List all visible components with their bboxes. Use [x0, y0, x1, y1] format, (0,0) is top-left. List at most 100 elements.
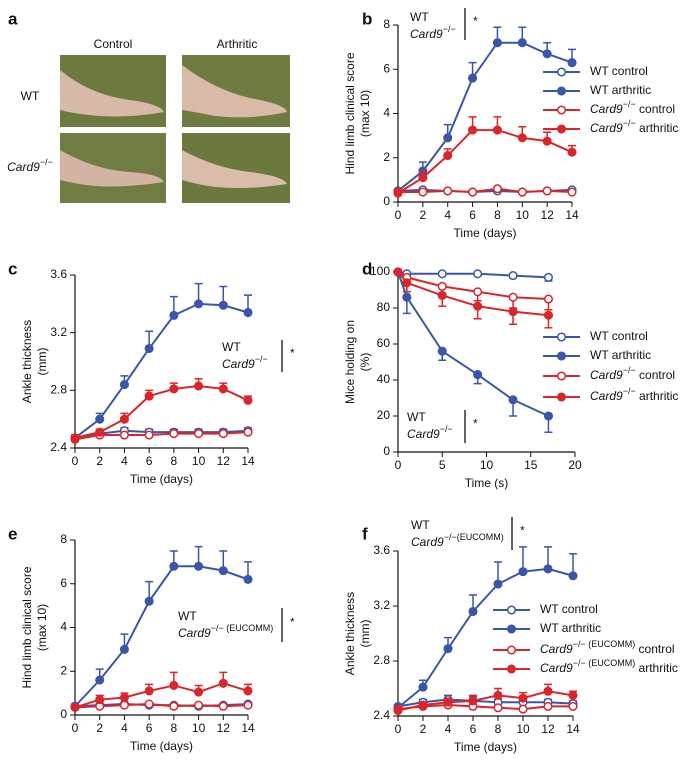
data-point [243, 574, 253, 584]
data-point [402, 278, 412, 288]
x-tick-label: 12 [217, 454, 231, 468]
x-tick-label: 2 [420, 208, 427, 222]
y-tick-label: 3.6 [50, 267, 67, 281]
panel-label: d [362, 259, 372, 278]
legend-marker [556, 392, 567, 402]
data-point [402, 292, 412, 302]
data-point [144, 686, 154, 696]
data-point [119, 700, 129, 710]
x-tick-label: 5 [439, 458, 446, 472]
x-tick-label: 10 [516, 722, 530, 736]
y-tick-label: 2.4 [50, 440, 67, 454]
x-tick-label: 14 [566, 722, 580, 736]
chart-panel: c 0 2 4 6 8 10 12 14 2.4 2.8 3.2 3.6 Time (days) Ankle… [8, 259, 295, 486]
data-point [518, 693, 528, 703]
x-axis-label: Time (days) [130, 472, 193, 486]
x-axis-label: Time (days) [454, 226, 517, 240]
panel-label: b [362, 9, 372, 28]
y-tick-label: 60 [377, 336, 391, 350]
data-point [119, 430, 129, 440]
y-tick-label: 6 [383, 61, 390, 75]
legend-label: WT control [590, 329, 648, 343]
column-label: Control [94, 37, 133, 51]
x-tick-label: 2 [96, 454, 103, 468]
data-point [543, 701, 553, 711]
data-point [144, 699, 154, 709]
chart-panel: b 0 2 4 6 8 10 12 14 0 2 4 6 8 Time (days) Hind limb cl… [343, 8, 678, 240]
legend-marker [556, 124, 567, 134]
y-tick-label: 2.8 [373, 653, 390, 667]
data-point [443, 150, 453, 161]
data-point [95, 695, 105, 705]
x-axis-label: Time (days) [130, 739, 193, 753]
data-point [418, 173, 428, 183]
data-point [443, 697, 453, 707]
x-tick-label: 0 [72, 454, 79, 468]
legend-label: Card9−/− control [590, 99, 675, 116]
x-tick-label: 2 [420, 722, 427, 736]
y-axis-label: (%) [358, 353, 372, 372]
data-point [144, 391, 154, 401]
data-point [437, 281, 447, 291]
x-tick-label: 6 [470, 722, 477, 736]
annotation-text: WT [410, 10, 429, 24]
legend-marker [556, 351, 567, 361]
data-point [543, 564, 553, 574]
data-point [517, 133, 527, 143]
photo [60, 55, 290, 203]
y-tick-label: 3.2 [50, 325, 67, 339]
data-point [119, 414, 129, 424]
y-tick-label: 0 [383, 444, 390, 458]
data-point [473, 269, 483, 279]
row-label: Card9−/− [7, 157, 53, 174]
data-point [517, 187, 527, 197]
data-point [194, 299, 204, 309]
data-point [194, 700, 204, 710]
data-point [493, 690, 503, 700]
annotation-mark: * [290, 615, 295, 629]
legend-label: Card9−/− arthritic [590, 386, 678, 403]
data-point [468, 696, 478, 706]
annotation-text: Card9−/− [410, 24, 456, 41]
data-point [542, 49, 552, 59]
data-point [393, 188, 403, 198]
data-point [443, 644, 453, 654]
annotation-text: WT [222, 340, 241, 354]
data-point [194, 687, 204, 697]
data-point [567, 58, 577, 68]
annotation-text: Card9−/− [222, 354, 268, 371]
data-point [218, 429, 228, 439]
data-point [493, 579, 503, 589]
data-point [493, 703, 503, 713]
data-point [473, 370, 483, 380]
data-point [218, 384, 228, 394]
y-axis-label: Hind limb clinical score [20, 566, 34, 688]
data-point [95, 675, 105, 685]
x-tick-label: 14 [565, 208, 579, 222]
legend-marker [556, 67, 567, 77]
data-point [443, 186, 453, 196]
data-point [218, 701, 228, 711]
x-tick-label: 12 [541, 722, 555, 736]
data-point [119, 692, 129, 703]
x-tick-label: 4 [121, 721, 128, 735]
data-point [169, 310, 179, 320]
panel-label: c [8, 259, 17, 278]
data-point [70, 702, 80, 712]
y-axis-label: Ankle thickness [343, 592, 357, 675]
legend-marker [556, 332, 567, 342]
data-point [468, 125, 478, 135]
x-tick-label: 0 [395, 208, 402, 222]
x-tick-label: 0 [395, 722, 402, 736]
row-label: WT [21, 89, 40, 103]
data-point [518, 567, 528, 577]
x-tick-label: 10 [516, 208, 530, 222]
y-tick-label: 8 [60, 532, 67, 546]
panel-label: e [8, 524, 17, 543]
y-tick-label: 20 [377, 408, 391, 422]
photo-panel: a Control Arthritic WT Card9−/− [7, 9, 290, 203]
data-point [243, 686, 253, 696]
chart-panel: d 0 5 10 15 20 0 20 40 60 80 100 Time (s) Mice holdin… [343, 259, 678, 490]
annotation-text: Card9−/− [407, 424, 453, 441]
data-point [218, 300, 228, 310]
